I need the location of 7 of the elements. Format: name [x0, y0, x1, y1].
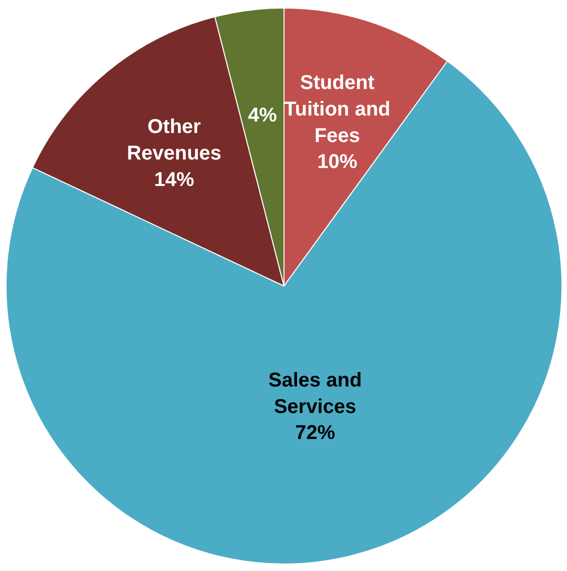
data-label: 14% — [154, 168, 194, 191]
slice-label: Sales and Services — [268, 369, 362, 418]
data-label: 72% — [295, 422, 336, 444]
slice-label: Student Tuition and Fees — [284, 72, 390, 147]
data-label: 4% — [248, 104, 278, 126]
data-label: 10% — [317, 151, 358, 174]
slice-label: Other Revenues — [126, 116, 222, 165]
